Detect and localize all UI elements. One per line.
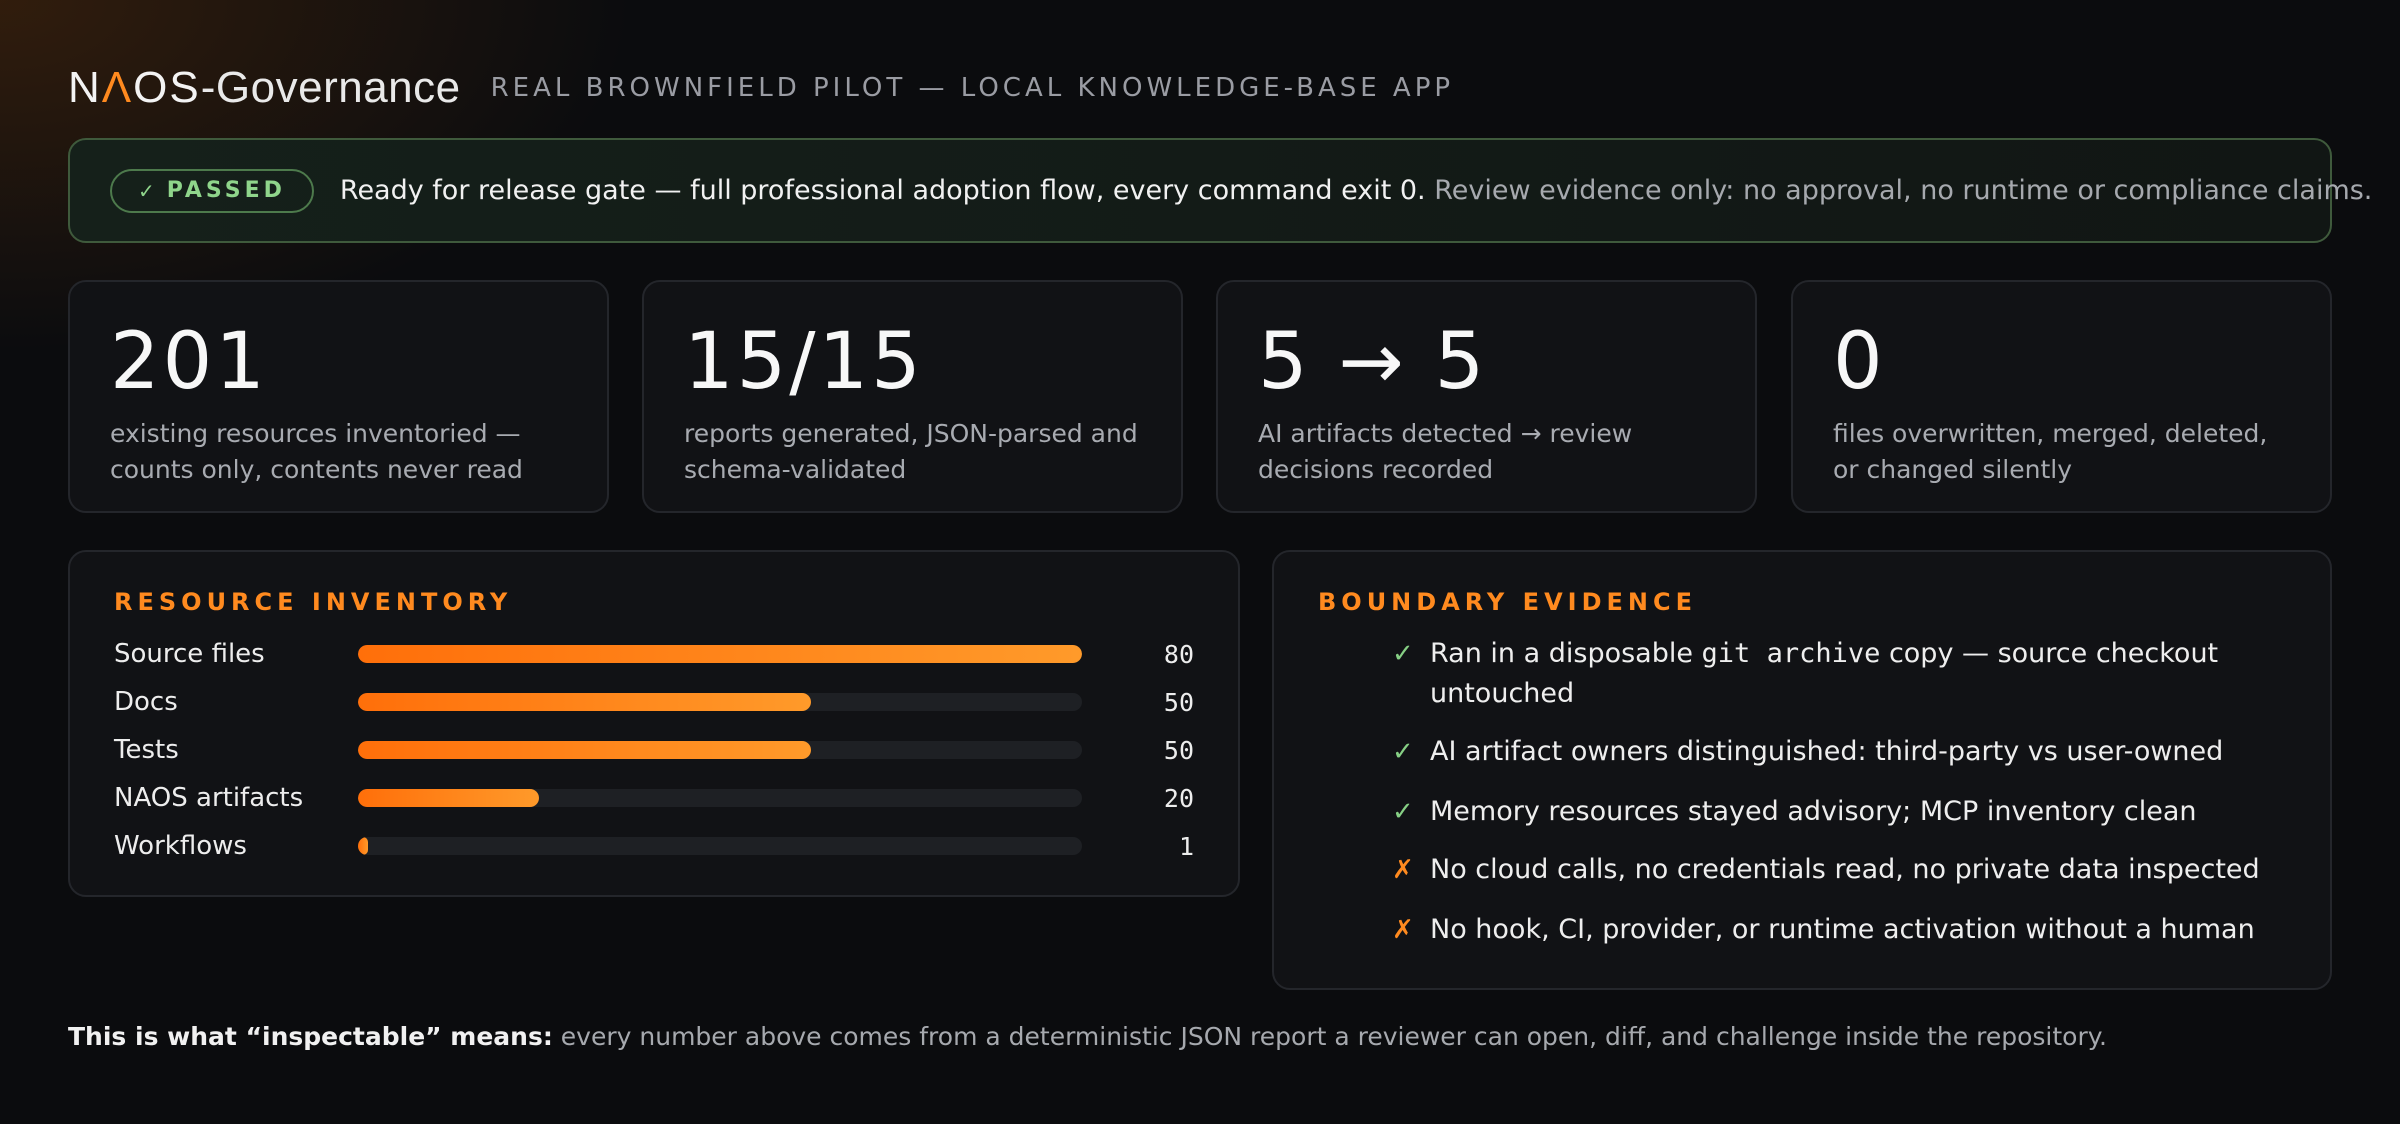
banner-text: Ready for release gate — full profession… <box>340 175 2373 206</box>
evidence-text-post: copy — source checkout untouched <box>1430 638 2219 709</box>
evidence-code: git archive <box>1701 638 1881 669</box>
logo-accent: Λ <box>101 63 134 112</box>
inventory-bar-track <box>358 693 1082 711</box>
evidence-text: Ran in a disposable git archive copy — s… <box>1430 634 2290 714</box>
inventory-bar-fill <box>358 693 811 711</box>
cross-icon: ✗ <box>1392 915 1414 945</box>
inventory-bar-track <box>358 789 1082 807</box>
inventory-label: Docs <box>114 687 178 717</box>
status-badge-label: PASSED <box>166 178 286 203</box>
inventory-label: NAOS artifacts <box>114 783 304 813</box>
stat-value: 15/15 <box>684 317 924 407</box>
banner-status-text: Ready for release gate — full profession… <box>339 175 1426 206</box>
inventory-value: 1 <box>1178 831 1194 861</box>
stat-card-reports: 15/15 reports generated, JSON-parsed and… <box>642 280 1183 513</box>
evidence-text: No hook, CI, provider, or runtime activa… <box>1430 914 2255 945</box>
inventory-value: 80 <box>1163 639 1194 669</box>
check-icon: ✓ <box>1392 797 1414 827</box>
stat-value: 5 → 5 <box>1258 317 1488 407</box>
status-badge: ✓ PASSED <box>110 168 314 213</box>
evidence-text: Memory resources stayed advisory; MCP in… <box>1430 796 2197 827</box>
footer-text: every number above comes from a determin… <box>552 1022 2107 1051</box>
stat-value: 201 <box>110 317 268 407</box>
naos-logo: N Λ OS -Governance <box>68 63 461 113</box>
stat-label: reports generated, JSON-parsed and schem… <box>684 419 1138 484</box>
stat-label: files overwritten, merged, deleted, or c… <box>1833 419 2268 484</box>
logo-prefix: N <box>68 63 102 112</box>
inventory-value: 50 <box>1163 735 1194 765</box>
panel-title: BOUNDARY EVIDENCE <box>1318 588 1697 616</box>
inventory-label: Tests <box>114 735 179 765</box>
footer-lead: This is what “inspectable” means: <box>68 1022 553 1051</box>
evidence-item: ✗ No cloud calls, no credentials read, n… <box>1392 850 2292 890</box>
inventory-row: Source files 80 <box>114 634 1240 674</box>
header: N Λ OS -Governance REAL BROWNFIELD PILOT — … <box>68 58 1454 118</box>
evidence-text: No cloud calls, no credentials read, no … <box>1430 854 2260 885</box>
inventory-bar-track <box>358 645 1082 663</box>
stat-card-files-changed: 0 files overwritten, merged, deleted, or… <box>1791 280 2332 513</box>
evidence-item: ✓ Memory resources stayed advisory; MCP … <box>1392 792 2292 832</box>
evidence-item: ✓ AI artifact owners distinguished: thir… <box>1392 732 2292 772</box>
inventory-bar-track <box>358 837 1082 855</box>
logo-rest: OS <box>133 63 201 112</box>
panel-title: RESOURCE INVENTORY <box>114 588 513 616</box>
evidence-text: AI artifact owners distinguished: third-… <box>1430 736 2224 767</box>
inventory-bar-track <box>358 741 1082 759</box>
check-icon: ✓ <box>1392 639 1414 669</box>
check-icon: ✓ <box>1392 737 1414 767</box>
inventory-row: NAOS artifacts 20 <box>114 778 1240 818</box>
stat-card-ai-artifacts: 5 → 5 AI artifacts detected → review dec… <box>1216 280 1757 513</box>
resource-inventory-panel: RESOURCE INVENTORY Source files 80 Docs … <box>68 550 1240 897</box>
boundary-evidence-panel: BOUNDARY EVIDENCE ✓ Ran in a disposable … <box>1272 550 2332 990</box>
inventory-bar-fill <box>358 645 1082 663</box>
footer-note: This is what “inspectable” means: every … <box>68 1022 2107 1051</box>
check-icon: ✓ <box>138 178 155 203</box>
inventory-row: Tests 50 <box>114 730 1240 770</box>
evidence-item: ✓ Ran in a disposable git archive copy —… <box>1392 634 2292 714</box>
page-subtitle: REAL BROWNFIELD PILOT — LOCAL KNOWLEDGE-… <box>490 73 1455 103</box>
logo-suffix: -Governance <box>200 63 461 112</box>
inventory-label: Source files <box>114 639 265 669</box>
evidence-text-pre: Ran in a disposable <box>1430 638 1702 669</box>
stat-value: 0 <box>1833 317 1886 407</box>
inventory-bar-fill <box>358 837 369 855</box>
inventory-value: 50 <box>1163 687 1194 717</box>
banner-note-text: Review evidence only: no approval, no ru… <box>1434 175 2373 206</box>
status-banner: ✓ PASSED Ready for release gate — full p… <box>68 138 2372 243</box>
stat-label: existing resources inventoried — counts … <box>110 419 523 484</box>
inventory-bar-fill <box>358 741 811 759</box>
inventory-label: Workflows <box>114 831 247 861</box>
cross-icon: ✗ <box>1392 855 1414 885</box>
stat-card-resources: 201 existing resources inventoried — cou… <box>68 280 609 513</box>
evidence-item: ✗ No hook, CI, provider, or runtime acti… <box>1392 910 2292 950</box>
inventory-bar-fill <box>358 789 539 807</box>
inventory-value: 20 <box>1163 783 1194 813</box>
inventory-row: Docs 50 <box>114 682 1240 722</box>
stat-label: AI artifacts detected → review decisions… <box>1258 419 1633 484</box>
inventory-row: Workflows 1 <box>114 826 1240 866</box>
